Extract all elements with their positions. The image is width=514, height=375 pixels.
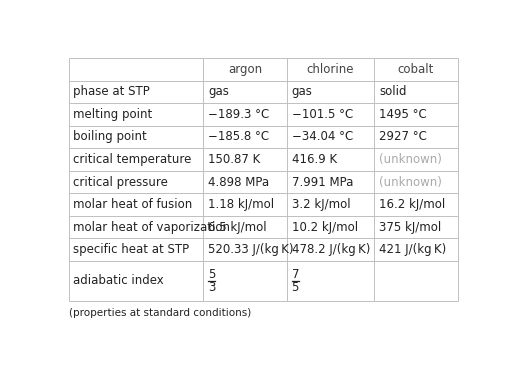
- Text: 3.2 kJ/mol: 3.2 kJ/mol: [291, 198, 350, 211]
- Text: (unknown): (unknown): [379, 153, 442, 166]
- Text: cobalt: cobalt: [398, 63, 434, 76]
- Text: adiabatic index: adiabatic index: [73, 274, 164, 287]
- Text: 5: 5: [208, 267, 215, 280]
- Text: 520.33 J/(kg K): 520.33 J/(kg K): [208, 243, 293, 256]
- Text: gas: gas: [291, 86, 313, 98]
- Text: phase at STP: phase at STP: [73, 86, 150, 98]
- Text: critical pressure: critical pressure: [73, 176, 168, 189]
- Text: −185.8 °C: −185.8 °C: [208, 130, 269, 144]
- Text: −101.5 °C: −101.5 °C: [291, 108, 353, 121]
- Text: (properties at standard conditions): (properties at standard conditions): [69, 308, 251, 318]
- Text: specific heat at STP: specific heat at STP: [73, 243, 189, 256]
- Text: (unknown): (unknown): [379, 176, 442, 189]
- Text: 6.5 kJ/mol: 6.5 kJ/mol: [208, 221, 267, 234]
- Text: 1.18 kJ/mol: 1.18 kJ/mol: [208, 198, 274, 211]
- Text: 421 J/(kg K): 421 J/(kg K): [379, 243, 446, 256]
- Text: critical temperature: critical temperature: [73, 153, 191, 166]
- Text: −34.04 °C: −34.04 °C: [291, 130, 353, 144]
- Text: 7.991 MPa: 7.991 MPa: [291, 176, 353, 189]
- Text: 1495 °C: 1495 °C: [379, 108, 427, 121]
- Text: 150.87 K: 150.87 K: [208, 153, 260, 166]
- Text: gas: gas: [208, 86, 229, 98]
- Text: 7: 7: [291, 267, 299, 280]
- Text: −189.3 °C: −189.3 °C: [208, 108, 269, 121]
- Text: molar heat of vaporization: molar heat of vaporization: [73, 221, 230, 234]
- Text: 478.2 J/(kg K): 478.2 J/(kg K): [291, 243, 370, 256]
- Text: 3: 3: [208, 281, 215, 294]
- Text: 10.2 kJ/mol: 10.2 kJ/mol: [291, 221, 358, 234]
- Text: melting point: melting point: [73, 108, 152, 121]
- Text: chlorine: chlorine: [307, 63, 354, 76]
- Text: molar heat of fusion: molar heat of fusion: [73, 198, 192, 211]
- Text: boiling point: boiling point: [73, 130, 147, 144]
- Text: 5: 5: [291, 281, 299, 294]
- Text: 16.2 kJ/mol: 16.2 kJ/mol: [379, 198, 445, 211]
- Text: 2927 °C: 2927 °C: [379, 130, 427, 144]
- Text: solid: solid: [379, 86, 407, 98]
- Text: 4.898 MPa: 4.898 MPa: [208, 176, 269, 189]
- Text: 416.9 K: 416.9 K: [291, 153, 337, 166]
- Text: 375 kJ/mol: 375 kJ/mol: [379, 221, 441, 234]
- Text: argon: argon: [228, 63, 262, 76]
